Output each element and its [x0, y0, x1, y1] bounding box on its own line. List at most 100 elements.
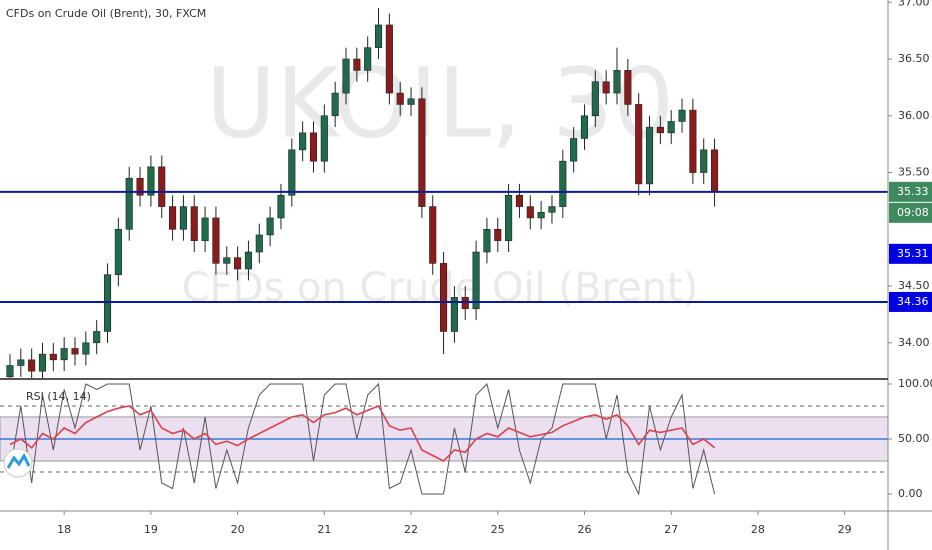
candle-body [277, 194, 285, 219]
candle-body [580, 115, 589, 139]
price-badge-label: 35.33 [897, 185, 929, 198]
badge-label: 35.31 [897, 247, 929, 260]
candle-body [429, 206, 437, 264]
price-pane [6, 7, 719, 378]
candle-body [440, 263, 448, 332]
y-tick-label: 34.00 [898, 336, 930, 349]
candle-body [678, 109, 686, 122]
rsi-pane [0, 382, 888, 496]
candle-body [6, 365, 14, 378]
candle-body [299, 132, 307, 151]
y-tick-label: 37.00 [898, 0, 930, 8]
candle-body [136, 177, 144, 196]
candle-body [407, 98, 415, 105]
candle-body [309, 132, 318, 162]
candle-body [656, 126, 664, 134]
rsi-line [9, 382, 716, 496]
rsi-line [9, 404, 716, 462]
candle-body [169, 206, 177, 230]
candle-body [364, 47, 372, 71]
price-badge [889, 181, 932, 202]
candle-body [82, 342, 90, 355]
watermark-subtitle: CFDs on Crude Oil (Brent) [182, 265, 699, 311]
logo-icon [6, 452, 31, 469]
y-tick-label: 0.00 [898, 487, 923, 500]
plot-layer: 18 19 20 21 22 25 26 27 28 29 34.00 34.50 35.50 36.00… [0, 0, 932, 536]
x-tick-label: 21 [317, 523, 331, 536]
x-tick-label: 29 [838, 523, 852, 536]
candle-body [526, 206, 534, 219]
candle-body [320, 115, 328, 162]
x-tick-label: 27 [664, 523, 678, 536]
candle-body [342, 58, 350, 94]
candle-body [190, 206, 198, 241]
candle-body [385, 24, 393, 94]
candle-body [570, 138, 578, 162]
candle-body [472, 251, 480, 310]
y-tick-label: 100.00 [898, 377, 932, 390]
y-tick-label: 35.50 [898, 166, 930, 179]
price-badge [889, 291, 932, 312]
candle-body [103, 274, 112, 332]
y-tick-label: 36.00 [898, 109, 930, 122]
candle-body [114, 228, 122, 276]
candle-body [494, 228, 502, 241]
candle-body [450, 297, 458, 332]
countdown-label: 09:08 [897, 206, 929, 219]
candle-body [93, 331, 101, 344]
candle-body [28, 359, 36, 372]
candle-body [147, 166, 155, 196]
candle-body [483, 228, 491, 253]
candle-body [60, 348, 68, 361]
candle-body [223, 257, 231, 264]
candle-body [125, 177, 133, 230]
candle-body [624, 70, 632, 105]
x-tick-label: 25 [491, 523, 505, 536]
x-tick-label: 28 [751, 523, 765, 536]
candle-body [515, 194, 523, 207]
candle-body [234, 257, 242, 270]
candle-body [645, 126, 654, 185]
candle-body [602, 81, 610, 94]
candle-body [711, 149, 719, 193]
candle-body [591, 81, 599, 117]
candle-body [158, 166, 166, 207]
badge [889, 243, 932, 264]
candle-body [266, 217, 274, 236]
x-tick-label: 18 [57, 523, 71, 536]
rsi-title: RSI (14, 14) [26, 390, 91, 403]
candle-body [331, 92, 339, 117]
candle-body [71, 348, 79, 355]
candle-body [613, 70, 621, 94]
y-tick-label: 34.50 [898, 279, 930, 292]
candle-body [49, 353, 57, 361]
candle-body [244, 251, 253, 270]
candle-body [548, 206, 556, 213]
candle-body [17, 359, 25, 366]
x-tick-label: 19 [144, 523, 158, 536]
candle-body [461, 297, 469, 310]
candle-body [179, 206, 187, 230]
chart-title: CFDs on Crude Oil (Brent), 30, FXCM [6, 7, 206, 20]
candle-body [396, 92, 404, 105]
candle-body [374, 24, 383, 48]
candle-body [212, 217, 220, 264]
candle-body [418, 98, 426, 207]
candle-body [353, 58, 361, 71]
candle-body [288, 149, 296, 196]
countdown-badge [889, 202, 932, 223]
candle-body [201, 217, 209, 241]
x-tick-label: 22 [404, 523, 418, 536]
price-badge-label: 34.36 [897, 295, 929, 308]
candle-body [700, 149, 708, 173]
candle-body [38, 353, 47, 372]
y-tick-label: 36.50 [898, 52, 930, 65]
watermark: UKOIL, 30 [206, 47, 675, 159]
candle-body [689, 109, 697, 173]
candle-body [667, 121, 675, 134]
candle-body [505, 194, 513, 241]
x-tick-label: 20 [231, 523, 245, 536]
y-tick-label: 50.00 [898, 432, 930, 445]
